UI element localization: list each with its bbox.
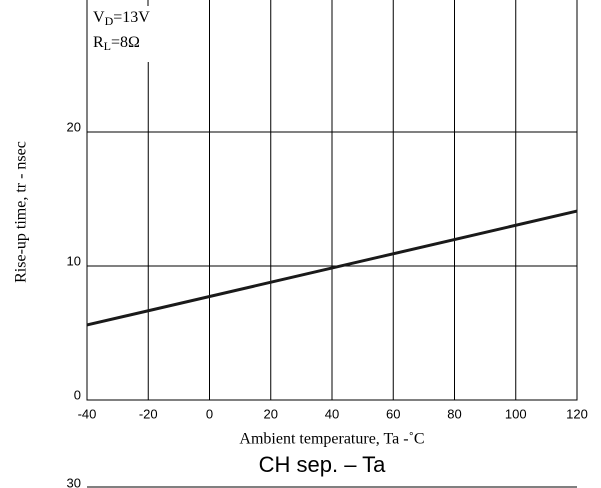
annotation: VD=13V	[93, 9, 150, 28]
y-axis-label: Rise-up time, tr - nsec	[13, 141, 30, 283]
annotation-sub: D	[105, 14, 114, 28]
x-tick-label: 20	[264, 406, 278, 421]
y-tick-label: 20	[67, 119, 81, 134]
x-tick-label: -40	[78, 406, 97, 421]
annotation-rest: =13V	[113, 9, 150, 26]
x-axis-label: Ambient temperature, Ta -˚C	[239, 431, 424, 448]
annotation: RL=8Ω	[93, 34, 140, 53]
y-tick-label: 30	[67, 475, 81, 488]
x-tick-label: 0	[206, 406, 213, 421]
y-tick-label: 10	[67, 253, 81, 268]
x-tick-label: 40	[325, 406, 339, 421]
annotation-box	[89, 0, 169, 62]
chart-title: CH sep. – Ta	[259, 452, 387, 477]
x-tick-label: 80	[447, 406, 461, 421]
x-tick-label: 120	[566, 406, 588, 421]
annotation-main: V	[93, 9, 105, 26]
x-tick-label: 100	[505, 406, 527, 421]
annotation-sub: L	[104, 39, 111, 53]
x-tick-label: 60	[386, 406, 400, 421]
x-tick-label: -20	[139, 406, 158, 421]
annotation-main: R	[93, 34, 104, 51]
y-tick-label: 0	[74, 387, 81, 402]
data-line	[86, 209, 578, 327]
annotation-rest: =8Ω	[111, 34, 140, 51]
